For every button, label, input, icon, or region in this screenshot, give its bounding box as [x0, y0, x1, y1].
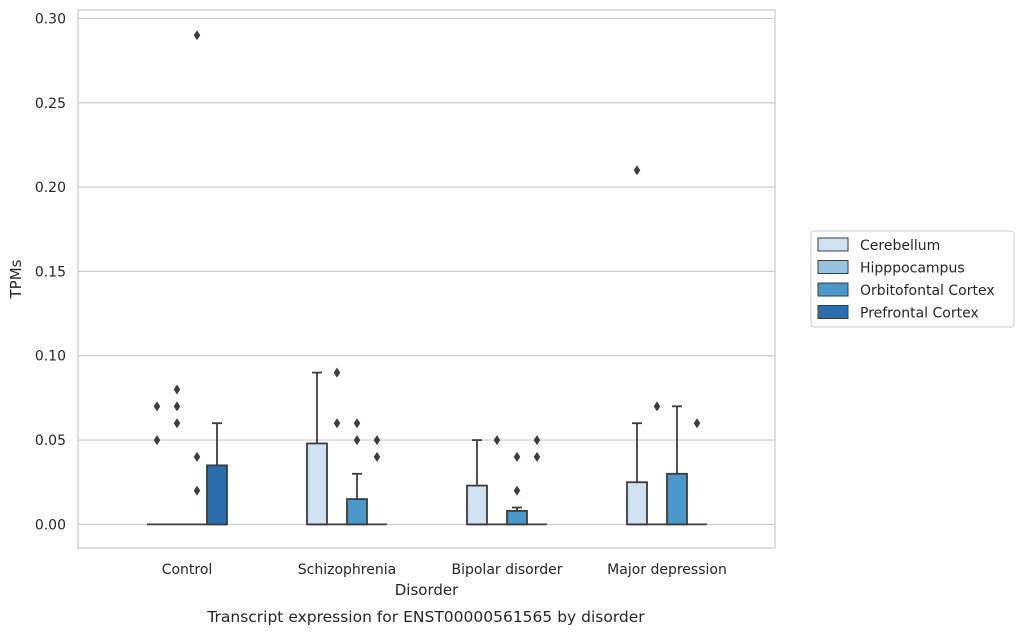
legend-label: Hipppocampus	[860, 261, 965, 277]
box-hipppocampus	[327, 367, 347, 526]
legend-label: Prefrontal Cortex	[860, 306, 979, 322]
outlier-point	[353, 435, 361, 446]
legend-swatch	[817, 237, 849, 252]
y-tick-label: 0.15	[35, 264, 66, 280]
x-axis-label: Disorder	[395, 581, 459, 599]
legend-label: Orbitofontal Cortex	[860, 283, 995, 299]
y-tick-label: 0.00	[35, 517, 66, 533]
legend-swatch	[817, 260, 849, 274]
y-axis-ticks: 0.00 0.05 0.10 0.15 0.20 0.25 0.30	[35, 11, 66, 533]
chart-caption: Transcript expression for ENST0000056156…	[206, 608, 645, 626]
outlier-point	[333, 367, 341, 378]
box-cerebellum	[306, 371, 328, 526]
box-orbitofontal-cortex	[187, 30, 207, 526]
box-cerebellum	[466, 439, 488, 526]
outlier-point	[193, 485, 201, 496]
legend-swatch	[817, 305, 849, 319]
box-hipppocampus	[647, 401, 667, 526]
outlier-point	[173, 401, 181, 412]
box-body	[466, 484, 488, 526]
box-hipppocampus	[487, 435, 507, 526]
outlier-point	[333, 418, 341, 429]
outlier-point	[533, 451, 541, 462]
x-tick-label: Schizophrenia	[298, 562, 396, 578]
grid-lines	[78, 17, 775, 525]
outlier-point	[153, 401, 161, 412]
x-axis-ticks: Control Schizophrenia Bipolar disorder Majo…	[162, 562, 727, 578]
outlier-point	[193, 30, 201, 41]
box-prefrontal-cortex	[367, 435, 387, 526]
box-body	[206, 464, 228, 526]
outlier-point	[173, 418, 181, 429]
box-orbitofontal-cortex	[506, 451, 528, 526]
box-prefrontal-cortex	[206, 422, 228, 526]
outlier-point	[513, 485, 521, 496]
y-tick-label: 0.10	[35, 349, 66, 365]
box-body	[666, 472, 688, 526]
x-tick-label: Major depression	[607, 562, 727, 578]
y-tick-label: 0.25	[35, 96, 66, 112]
y-tick-label: 0.30	[35, 11, 66, 27]
box-body	[506, 509, 528, 526]
legend: Cerebellum Hipppocampus Orbitofontal Corte…	[810, 230, 1015, 328]
outlier-point	[693, 418, 701, 429]
outlier-point	[493, 435, 501, 446]
legend-frame	[810, 230, 1015, 328]
outlier-point	[193, 451, 201, 462]
plot-frame	[77, 9, 776, 549]
box-cerebellum	[147, 401, 167, 526]
outlier-point	[533, 435, 541, 446]
box-prefrontal-cortex	[687, 418, 707, 526]
outlier-point	[353, 418, 361, 429]
outlier-point	[653, 401, 661, 412]
outlier-point	[153, 435, 161, 446]
y-tick-label: 0.05	[35, 433, 66, 449]
box-prefrontal-cortex	[527, 435, 547, 526]
x-tick-label: Bipolar disorder	[451, 562, 562, 578]
outlier-point	[513, 451, 521, 462]
y-tick-label: 0.20	[35, 180, 66, 196]
legend-swatch	[817, 282, 849, 297]
legend-label: Cerebellum	[860, 238, 940, 254]
box-body	[346, 498, 368, 526]
box-body	[626, 481, 648, 526]
box-orbitofontal-cortex	[346, 418, 368, 526]
outlier-point	[173, 384, 181, 395]
box-orbitofontal-cortex	[666, 405, 688, 526]
outlier-point	[633, 165, 641, 176]
box-body	[306, 442, 328, 526]
box-cerebellum	[626, 165, 648, 526]
x-tick-label: Control	[162, 562, 213, 578]
box-hipppocampus	[167, 384, 187, 526]
boxes-layer	[147, 30, 707, 526]
outlier-point	[373, 435, 381, 446]
y-axis-label: TPMs	[7, 259, 25, 299]
outlier-point	[373, 451, 381, 462]
